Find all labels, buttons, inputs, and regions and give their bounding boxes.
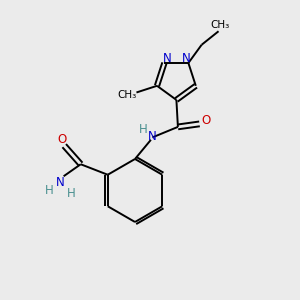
Text: O: O [57, 133, 66, 146]
Text: H: H [138, 123, 147, 136]
Text: H: H [45, 184, 54, 196]
Text: N: N [148, 130, 157, 143]
Text: CH₃: CH₃ [118, 90, 137, 100]
Text: N: N [182, 52, 190, 65]
Text: N: N [162, 52, 171, 65]
Text: H: H [67, 187, 76, 200]
Text: O: O [202, 114, 211, 128]
Text: CH₃: CH₃ [210, 20, 230, 30]
Text: N: N [56, 176, 65, 189]
